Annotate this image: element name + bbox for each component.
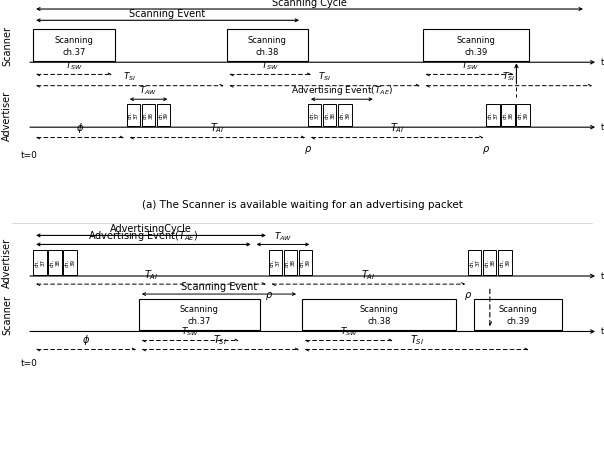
Text: ch.
39: ch. 39: [339, 111, 350, 119]
Bar: [33, 29, 115, 61]
Text: time: time: [601, 272, 604, 281]
Text: $T_{SW}$: $T_{SW}$: [262, 60, 279, 72]
Bar: [48, 250, 62, 275]
Text: $T_{SI}$: $T_{SI}$: [123, 71, 137, 83]
Text: $T_{SI}$: $T_{SI}$: [410, 333, 424, 347]
Text: ch.39: ch.39: [464, 47, 487, 56]
Text: $T_{AI}$: $T_{AI}$: [390, 121, 404, 135]
Text: $T_{SI}$: $T_{SI}$: [213, 333, 228, 347]
Bar: [33, 250, 47, 275]
Text: ch.37: ch.37: [188, 317, 211, 326]
Bar: [483, 250, 496, 275]
Text: Scanning: Scanning: [248, 36, 287, 45]
Text: ch.
38: ch. 38: [285, 258, 296, 267]
Bar: [142, 104, 155, 126]
Text: Scanning Event: Scanning Event: [129, 9, 206, 19]
Text: $T_{AI}$: $T_{AI}$: [144, 268, 158, 282]
Text: Advertising Event($T_{AE}$): Advertising Event($T_{AE}$): [88, 229, 199, 243]
Text: Scanning Cycle: Scanning Cycle: [272, 0, 347, 8]
Text: Scanner: Scanner: [2, 295, 12, 335]
Text: ch.
37: ch. 37: [128, 111, 139, 119]
Text: Scanning: Scanning: [180, 305, 219, 314]
Text: $\phi$: $\phi$: [76, 121, 84, 135]
Bar: [501, 104, 515, 126]
Bar: [284, 250, 297, 275]
Bar: [323, 104, 336, 126]
Text: $T_{SW}$: $T_{SW}$: [461, 60, 478, 72]
Text: $\rho$: $\rho$: [304, 144, 312, 156]
Text: ch.
39: ch. 39: [500, 258, 510, 267]
Text: ch.38: ch.38: [367, 317, 391, 326]
Text: Scanning: Scanning: [498, 305, 538, 314]
Text: time: time: [601, 123, 604, 132]
Text: AdvertisingCycle: AdvertisingCycle: [110, 224, 192, 234]
Text: $T_{SI}$: $T_{SI}$: [503, 71, 515, 83]
Text: ch.
37: ch. 37: [270, 258, 281, 267]
Text: Advertiser: Advertiser: [2, 238, 12, 288]
Bar: [498, 250, 512, 275]
Text: ch.
39: ch. 39: [65, 258, 76, 267]
Text: ch.
39: ch. 39: [518, 111, 528, 119]
Bar: [269, 250, 282, 275]
Text: ch.37: ch.37: [62, 47, 86, 56]
Text: (a) The Scanner is available waiting for an advertising packet: (a) The Scanner is available waiting for…: [141, 200, 463, 210]
Text: t=0: t=0: [21, 359, 38, 368]
Text: Scanning: Scanning: [359, 305, 399, 314]
Text: ch.
37: ch. 37: [34, 258, 45, 267]
Text: $\rho$: $\rho$: [265, 290, 273, 302]
Text: $\phi$: $\phi$: [82, 333, 90, 347]
Text: Scanner: Scanner: [2, 26, 12, 66]
Bar: [299, 250, 312, 275]
Text: $T_{SW}$: $T_{SW}$: [181, 326, 199, 338]
Bar: [139, 299, 260, 330]
Text: ch.
37: ch. 37: [469, 258, 480, 267]
Bar: [423, 29, 528, 61]
Bar: [127, 104, 140, 126]
Bar: [226, 29, 308, 61]
Text: ch.
37: ch. 37: [487, 111, 498, 119]
Text: ch.
39: ch. 39: [300, 258, 311, 267]
Text: $\rho$: $\rho$: [464, 290, 472, 302]
Bar: [338, 104, 352, 126]
Text: ch.
37: ch. 37: [309, 111, 320, 119]
Text: ch.
38: ch. 38: [324, 111, 335, 119]
Text: ch.39: ch.39: [506, 317, 530, 326]
Text: Scanning: Scanning: [456, 36, 495, 45]
Text: t=0: t=0: [21, 151, 38, 160]
Text: $T_{AI}$: $T_{AI}$: [361, 268, 376, 282]
Text: Scanning Event: Scanning Event: [181, 282, 257, 292]
Bar: [516, 104, 530, 126]
Text: time: time: [601, 58, 604, 67]
Bar: [308, 104, 321, 126]
Text: $T_{AI}$: $T_{AI}$: [210, 121, 225, 135]
Text: $T_{SW}$: $T_{SW}$: [340, 326, 358, 338]
Text: $\rho$: $\rho$: [482, 144, 490, 156]
Text: time: time: [601, 327, 604, 336]
Text: $T_{SI}$: $T_{SI}$: [318, 71, 331, 83]
Text: Advertising Event($T_{AE}$): Advertising Event($T_{AE}$): [291, 84, 393, 97]
Bar: [474, 299, 562, 330]
Text: ch.
38: ch. 38: [50, 258, 60, 267]
Text: ch.38: ch.38: [255, 47, 279, 56]
Text: ch.
38: ch. 38: [503, 111, 513, 119]
Bar: [63, 250, 77, 275]
Bar: [302, 299, 456, 330]
Text: $T_{AW}$: $T_{AW}$: [274, 230, 292, 243]
Text: ch.
38: ch. 38: [143, 111, 154, 119]
Bar: [468, 250, 481, 275]
Bar: [157, 104, 170, 126]
Bar: [486, 104, 500, 126]
Text: ch.
38: ch. 38: [484, 258, 495, 267]
Text: ch.
39: ch. 39: [158, 111, 169, 119]
Text: $T_{AW}$: $T_{AW}$: [140, 84, 158, 97]
Text: Scanning: Scanning: [54, 36, 94, 45]
Text: $T_{SW}$: $T_{SW}$: [65, 60, 83, 72]
Text: Advertiser: Advertiser: [2, 90, 12, 141]
